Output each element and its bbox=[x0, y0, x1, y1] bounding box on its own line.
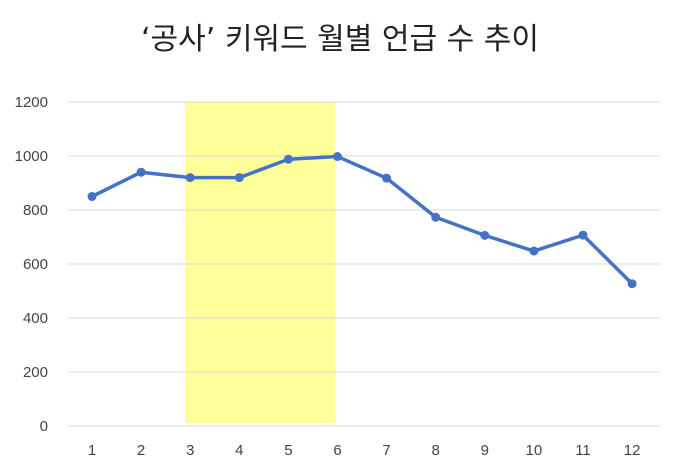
data-point bbox=[627, 279, 637, 289]
data-point bbox=[283, 154, 293, 164]
data-point bbox=[185, 173, 195, 183]
highlight-band bbox=[185, 102, 336, 423]
chart-title: ‘공사’ 키워드 월별 언급 수 추이 bbox=[141, 22, 539, 57]
x-tick-label: 11 bbox=[575, 442, 591, 459]
x-tick-label: 2 bbox=[137, 442, 145, 459]
data-point bbox=[382, 173, 392, 183]
x-tick-label: 6 bbox=[333, 442, 341, 459]
y-tick-label: 1200 bbox=[15, 94, 48, 111]
data-point bbox=[234, 173, 244, 183]
y-tick-label: 200 bbox=[23, 364, 48, 381]
data-point bbox=[529, 246, 539, 256]
data-point bbox=[136, 167, 146, 177]
x-tick-label: 8 bbox=[432, 442, 440, 459]
data-point bbox=[578, 230, 588, 240]
y-tick-label: 400 bbox=[23, 310, 48, 327]
x-tick-label: 12 bbox=[624, 442, 641, 459]
y-tick-label: 1000 bbox=[15, 148, 48, 165]
data-point bbox=[87, 192, 97, 201]
data-point bbox=[333, 152, 342, 162]
y-tick-label: 0 bbox=[40, 418, 48, 435]
data-point bbox=[431, 212, 441, 222]
data-point bbox=[480, 230, 490, 240]
series-line bbox=[90, 154, 634, 286]
y-tick-label: 800 bbox=[23, 202, 48, 219]
x-tick-label: 9 bbox=[481, 442, 489, 459]
x-tick-label: 1 bbox=[88, 442, 96, 459]
x-tick-label: 5 bbox=[284, 442, 292, 459]
x-tick-label: 3 bbox=[186, 442, 194, 459]
x-tick-label: 4 bbox=[235, 442, 243, 459]
x-tick-label: 10 bbox=[526, 442, 543, 459]
x-tick-label: 7 bbox=[382, 442, 390, 459]
y-tick-label: 600 bbox=[23, 256, 48, 273]
